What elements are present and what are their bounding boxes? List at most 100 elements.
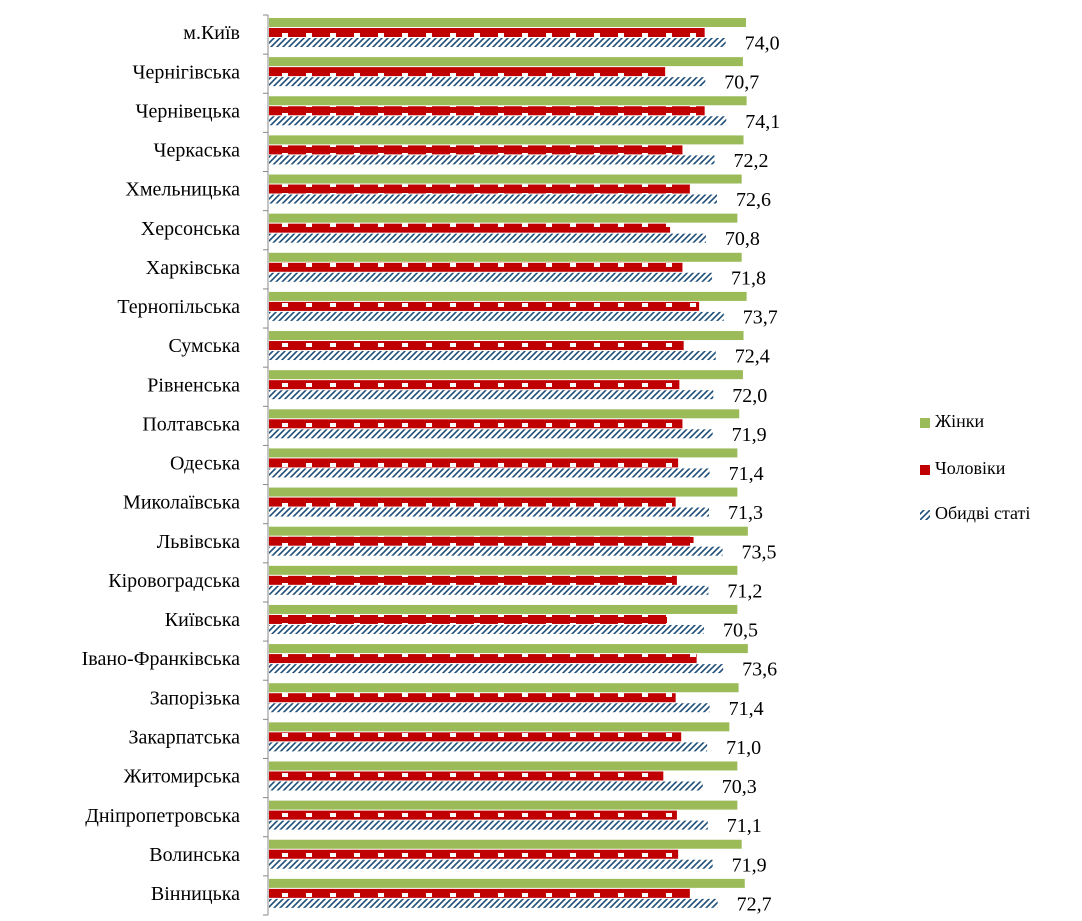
legend-swatch (920, 510, 930, 520)
bar-men (269, 28, 705, 37)
category-label: Сумська (168, 335, 240, 357)
legend-label: Жінки (935, 411, 985, 431)
category-label: Черкаська (154, 140, 241, 162)
category-label: Миколаївська (123, 492, 240, 514)
bar-women (269, 604, 738, 614)
data-label: 74,0 (745, 33, 780, 55)
category-label: Закарпатська (128, 727, 240, 749)
bar-men (269, 654, 697, 664)
bar-men (269, 575, 677, 585)
data-label: 70,5 (723, 620, 758, 642)
bar-women (269, 800, 738, 810)
data-label: 71,4 (729, 698, 764, 720)
bar-women (269, 722, 730, 732)
data-label: 71,9 (732, 854, 767, 876)
data-label: 71,4 (729, 463, 764, 485)
bar-both (269, 820, 708, 830)
data-label: 74,1 (745, 111, 780, 133)
category-label: Львівська (157, 531, 240, 553)
bar-women (269, 331, 744, 341)
category-label: Волинська (149, 844, 240, 866)
data-label: 72,4 (735, 346, 770, 368)
bar-men (269, 301, 700, 311)
bar-men (269, 693, 676, 703)
bar-women (269, 370, 743, 380)
legend-label: Обидві статі (935, 503, 1030, 523)
category-label: Хмельницька (125, 179, 240, 201)
category-label: Чернівецька (136, 100, 241, 122)
legend-swatch (920, 465, 930, 475)
bar-both (269, 116, 727, 126)
bar-men (269, 380, 680, 390)
category-label: Запорізька (150, 687, 240, 709)
data-label: 71,9 (732, 424, 767, 446)
bar-both (269, 703, 710, 713)
bar-men (269, 106, 705, 116)
category-label: Херсонська (141, 218, 240, 240)
legend: Жінки Чоловіки Обидві статі (920, 411, 1030, 523)
bar-both (269, 742, 708, 752)
data-label: 70,7 (724, 72, 759, 94)
category-label: Кіровоградська (108, 570, 240, 592)
bar-women (269, 174, 742, 184)
bar-women (269, 213, 738, 223)
legend-swatch (920, 418, 930, 428)
bar-men (269, 849, 679, 859)
bar-both (269, 38, 726, 47)
bar-both (269, 155, 715, 165)
bar-men (269, 223, 671, 233)
bar-women (269, 839, 742, 849)
bar-women (269, 565, 738, 575)
bar-women (269, 96, 747, 106)
bar-women (269, 487, 738, 497)
bar-women (269, 291, 747, 301)
bar-both (269, 351, 716, 361)
data-label: 73,5 (742, 541, 777, 563)
bar-both (269, 77, 706, 87)
category-label: Чернігівська (132, 61, 240, 83)
bar-both (269, 859, 713, 869)
bar-both (269, 898, 718, 908)
bar-both (269, 429, 713, 439)
bar-men (269, 497, 676, 507)
data-label: 70,8 (725, 228, 760, 250)
bar-women (269, 135, 744, 145)
bar-men (269, 732, 682, 742)
category-label: Одеська (170, 453, 240, 475)
bar-women (269, 683, 739, 693)
bar-women (269, 57, 743, 67)
bar-both (269, 233, 706, 243)
bar-women (269, 526, 748, 536)
bar-both (269, 664, 724, 674)
bar-men (269, 614, 668, 624)
bar-men (269, 419, 683, 429)
bar-both (269, 390, 714, 400)
bar-men (269, 341, 684, 351)
bar-both (269, 311, 724, 321)
bar-both (269, 194, 717, 204)
bar-women (269, 252, 742, 262)
bar-both (269, 624, 705, 634)
bar-men (269, 810, 677, 820)
category-label: Вінницька (151, 883, 240, 905)
category-label: Рівненська (147, 374, 240, 396)
data-label: 71,3 (728, 502, 763, 524)
bar-both (269, 546, 723, 556)
bar-women (269, 761, 738, 771)
data-label: 72,6 (736, 189, 771, 211)
data-label: 72,7 (737, 893, 772, 915)
data-label: 73,6 (742, 659, 777, 681)
bar-men (269, 536, 694, 546)
bar-women (269, 878, 745, 888)
data-label: 73,7 (743, 307, 778, 329)
category-label: м.Київ (183, 22, 240, 44)
category-label: Харківська (146, 257, 240, 279)
bar-both (269, 781, 703, 791)
bar-men (269, 771, 664, 781)
data-label: 72,2 (734, 150, 769, 172)
bar-women (269, 448, 738, 458)
data-label: 71,8 (731, 267, 766, 289)
data-label: 71,0 (726, 737, 761, 759)
category-label: Дніпропетровська (85, 805, 240, 827)
